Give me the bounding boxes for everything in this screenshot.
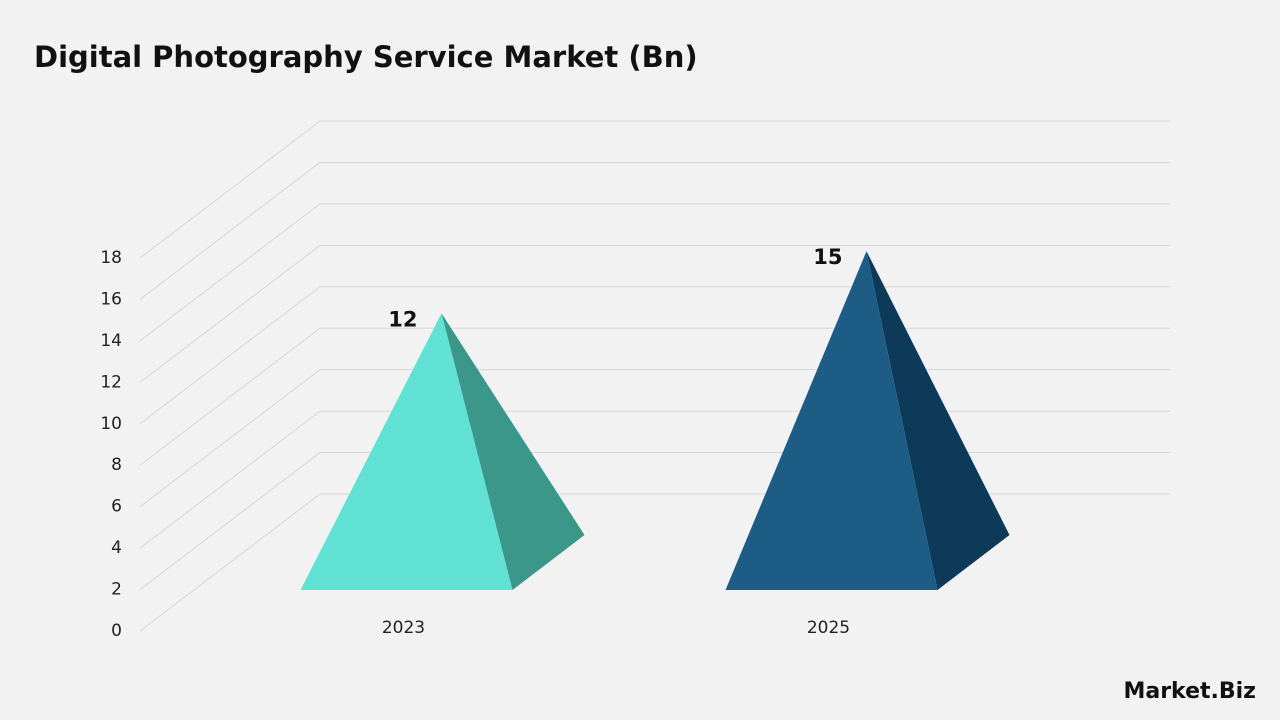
- pyramid-side: [441, 313, 585, 590]
- y-tick-label: 12: [100, 372, 122, 392]
- pyramid-side: [866, 251, 1010, 590]
- x-tick-label: 2023: [382, 618, 425, 638]
- grid-line: [139, 452, 321, 590]
- grid-line: [139, 162, 321, 300]
- pyramid-front: [725, 251, 938, 590]
- grid-line: [139, 410, 321, 549]
- chart-title: Digital Photography Service Market (Bn): [34, 40, 698, 74]
- brand-logo: Market.Biz: [1123, 679, 1256, 704]
- grid-line: [139, 493, 321, 632]
- value-label: 15: [813, 245, 842, 269]
- pyramid-front: [300, 313, 513, 590]
- y-tick-label: 8: [111, 455, 122, 475]
- grid-line: [139, 203, 321, 342]
- y-tick-label: 4: [111, 538, 122, 558]
- value-label: 12: [388, 307, 417, 331]
- y-tick-label: 16: [100, 289, 122, 309]
- x-tick-label: 2025: [807, 618, 850, 638]
- y-tick-label: 6: [111, 497, 122, 517]
- grid-line: [139, 327, 321, 466]
- y-tick-label: 2: [111, 580, 122, 600]
- grid-line: [139, 369, 321, 508]
- y-tick-label: 0: [111, 621, 122, 641]
- grid-line: [139, 244, 321, 383]
- y-tick-label: 14: [100, 331, 122, 351]
- grid-line: [139, 286, 321, 425]
- grid-line: [139, 120, 321, 259]
- y-tick-label: 10: [100, 414, 122, 434]
- y-tick-label: 18: [100, 248, 122, 268]
